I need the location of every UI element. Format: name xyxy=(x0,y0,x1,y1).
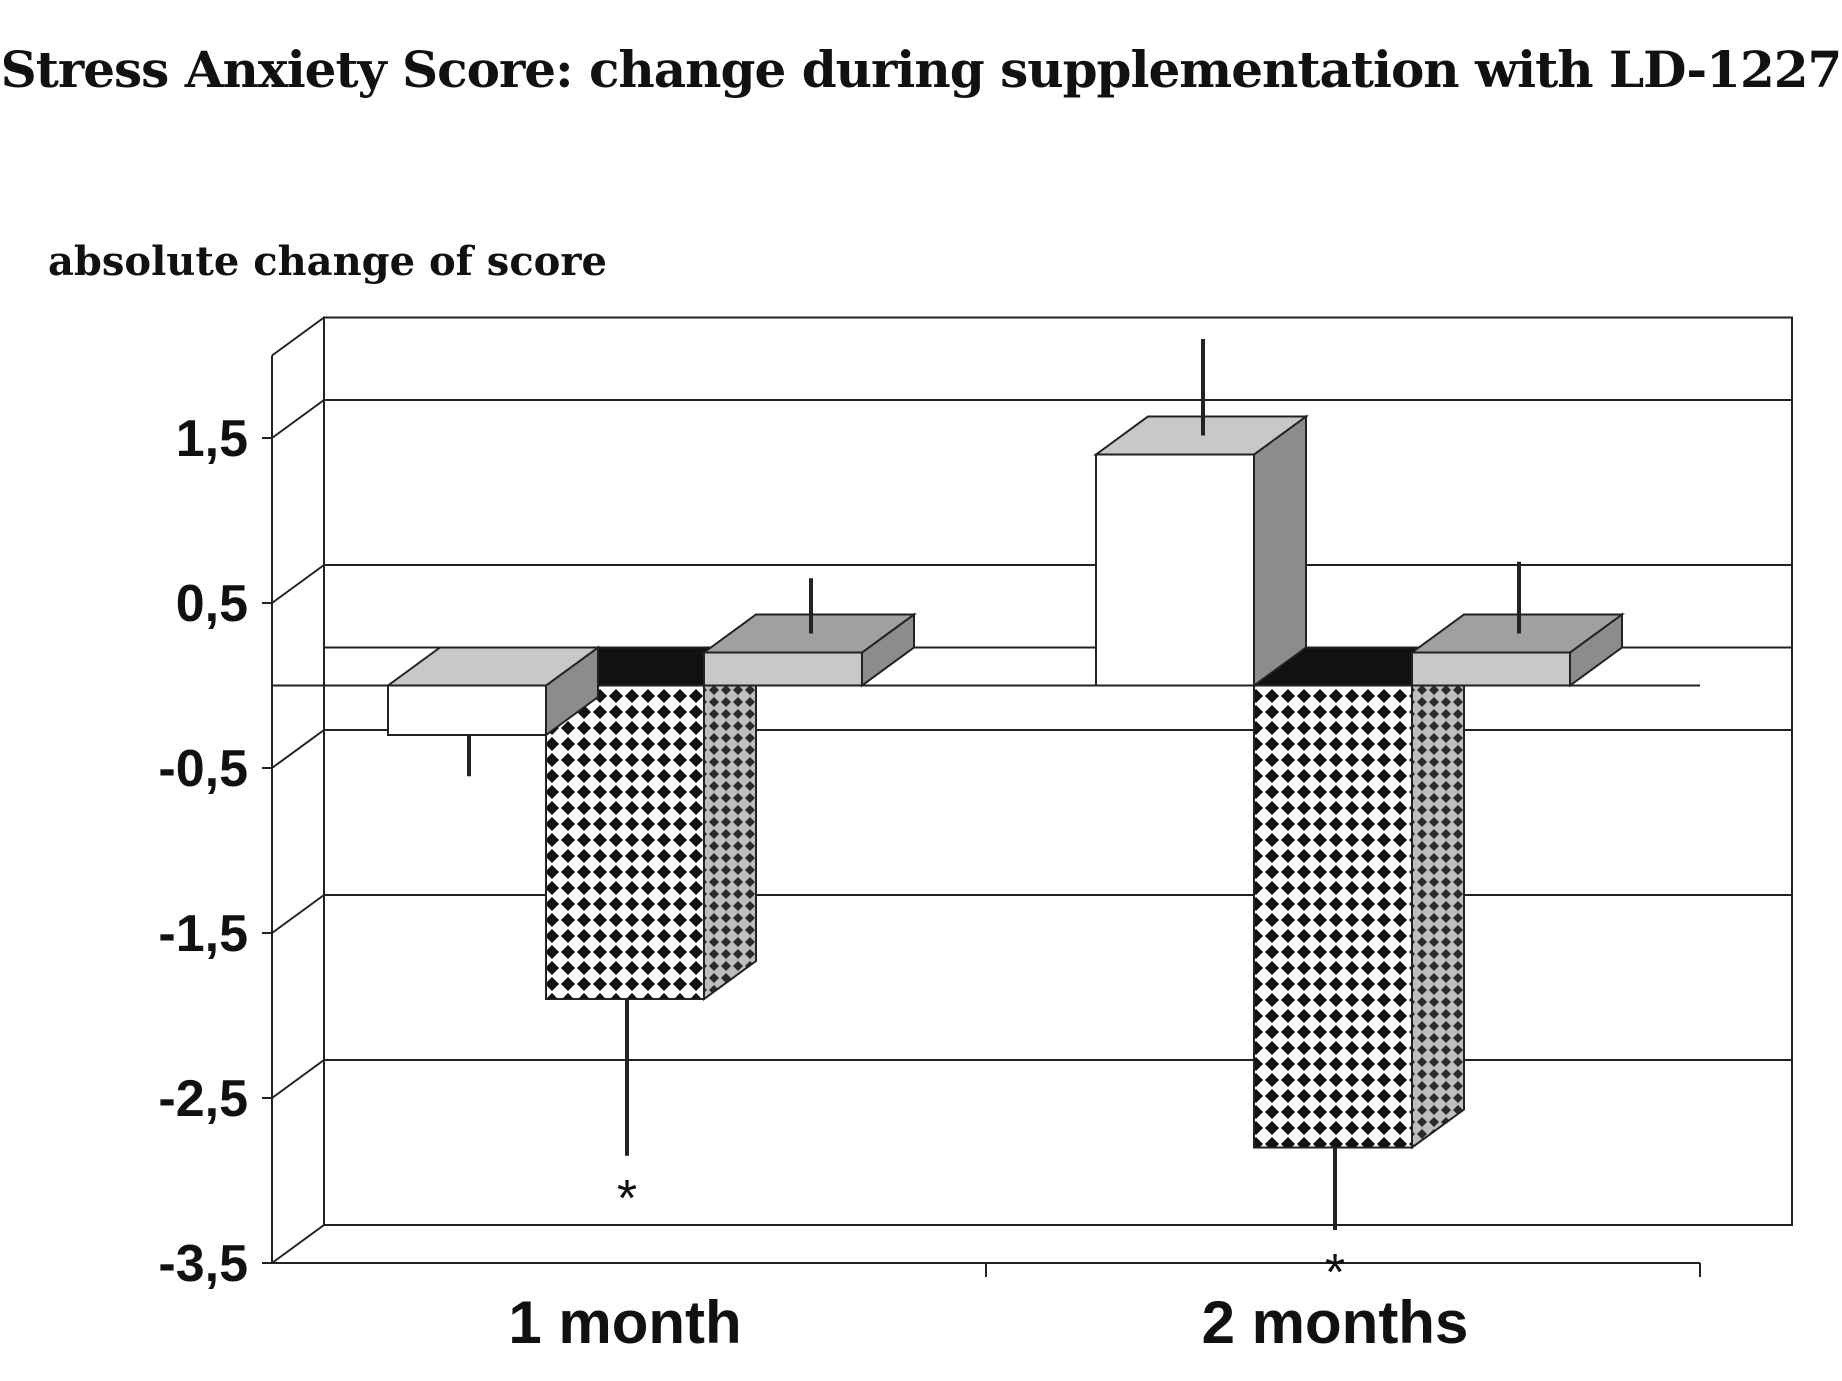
bar-side-face xyxy=(1411,645,1465,1150)
bar-front-face xyxy=(545,684,705,1000)
bars xyxy=(384,339,1626,1230)
x-category-label: 2 months xyxy=(1202,1289,1469,1356)
axis-labels: 1,50,5-0,5-1,5-2,5-3,51 month 2 months** xyxy=(158,410,1468,1356)
bar-front-face xyxy=(1253,684,1413,1149)
gridline-diagonal xyxy=(271,894,325,934)
bar-front-face xyxy=(703,651,863,687)
y-tick-label: 1,5 xyxy=(176,410,248,468)
bar-side-face xyxy=(703,645,757,1001)
bar xyxy=(1092,339,1310,688)
bar-side-face xyxy=(1253,414,1307,688)
y-tick-label: -0,5 xyxy=(158,740,248,798)
gridline-diagonal xyxy=(271,1059,325,1099)
chart-title: Stress Anxiety Score: change during supp… xyxy=(0,40,1842,99)
side-wall-top-edge xyxy=(271,316,325,357)
bar xyxy=(384,645,602,777)
x-category-label: 1 month xyxy=(508,1289,741,1356)
bar xyxy=(700,578,918,688)
y-tick-label: -2,5 xyxy=(158,1070,248,1128)
bar-front-face xyxy=(1411,651,1571,687)
back-wall xyxy=(323,316,1793,1226)
gridline-diagonal xyxy=(271,1224,325,1264)
y-axis-title: absolute change of score xyxy=(48,238,607,285)
significance-marker: * xyxy=(1325,1244,1345,1302)
y-tick-label: -3,5 xyxy=(158,1235,248,1293)
gridline-diagonal xyxy=(271,729,325,769)
gridline-diagonal xyxy=(271,564,325,604)
gridline-diagonal xyxy=(271,399,325,439)
bar xyxy=(1408,561,1626,688)
bar-front-face xyxy=(1095,453,1255,687)
y-tick-label: -1,5 xyxy=(158,905,248,963)
y-tick-label: 0,5 xyxy=(176,575,248,633)
bar-front-face xyxy=(387,684,547,736)
chart-frame xyxy=(271,316,1793,1277)
significance-marker: * xyxy=(617,1170,637,1228)
